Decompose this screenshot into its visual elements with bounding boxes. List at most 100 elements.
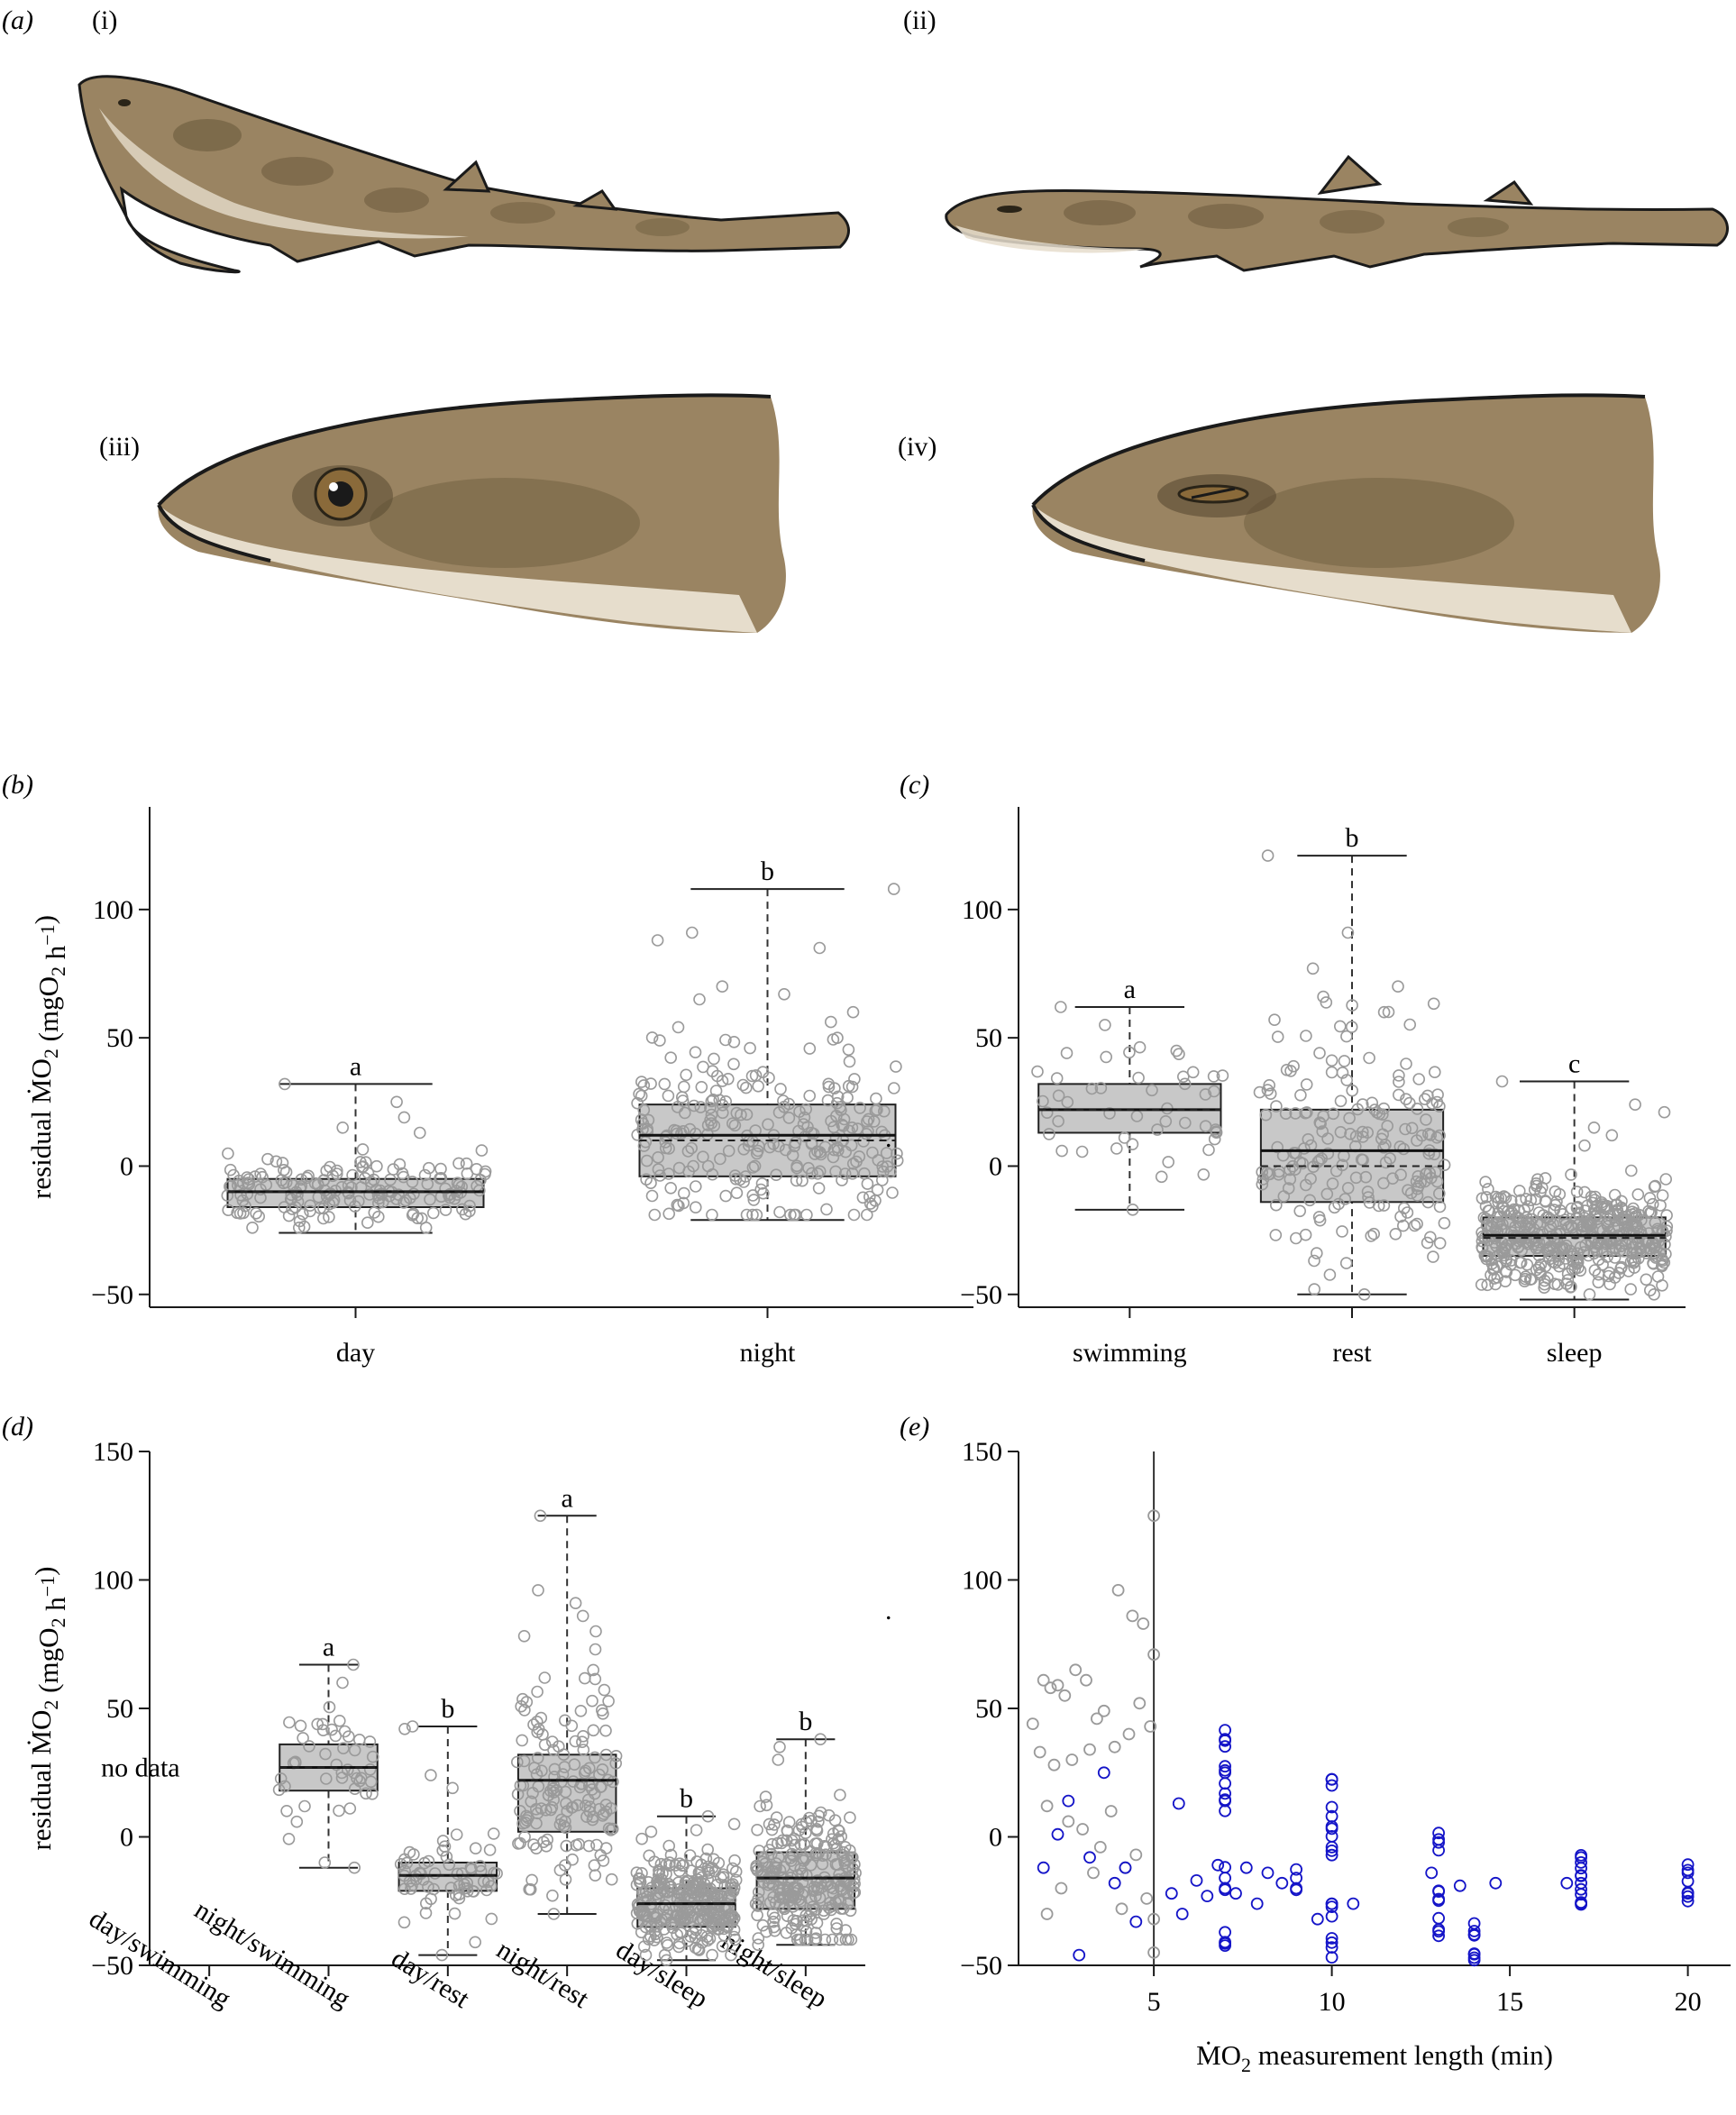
- data-point: [1346, 999, 1358, 1012]
- data-point: [294, 1182, 306, 1195]
- data-point: [1528, 1183, 1541, 1196]
- data-point: [645, 1882, 658, 1894]
- data-point: [1592, 1253, 1605, 1266]
- data-point: [484, 1880, 498, 1892]
- x-axis-label: ṀO2 measurement length (min): [1196, 2039, 1553, 2076]
- data-point: [541, 1833, 554, 1846]
- data-point: [692, 1944, 706, 1956]
- data-point: [1190, 1873, 1203, 1887]
- data-point: [1075, 1145, 1089, 1158]
- data-point: [701, 1860, 715, 1873]
- data-point: [681, 1145, 695, 1158]
- data-point: [1427, 1250, 1439, 1263]
- data-point: [727, 1058, 740, 1071]
- data-point: [354, 1156, 367, 1168]
- data-point: [716, 1099, 729, 1112]
- data-point: [866, 1200, 879, 1213]
- data-point: [1133, 1697, 1147, 1710]
- data-point: [1403, 1096, 1416, 1110]
- data-point: [1548, 1204, 1561, 1216]
- data-point: [768, 1911, 781, 1925]
- data-point: [726, 1862, 739, 1875]
- data-point: [707, 1895, 720, 1908]
- data-point: [1560, 1876, 1574, 1890]
- data-point: [1433, 1100, 1446, 1112]
- data-point: [547, 1744, 560, 1757]
- data-point: [1433, 1200, 1447, 1213]
- data-point: [1420, 1113, 1432, 1126]
- significance-letter: b: [1346, 823, 1359, 853]
- data-point: [722, 1144, 736, 1158]
- data-point: [1397, 1219, 1410, 1232]
- data-point: [1425, 1866, 1439, 1880]
- data-point: [829, 1131, 843, 1145]
- data-point: [1060, 1047, 1074, 1059]
- data-point: [710, 1878, 724, 1891]
- data-point: [695, 1081, 708, 1094]
- data-point: [1432, 1929, 1445, 1943]
- data-point: [642, 1933, 655, 1946]
- data-point: [419, 1907, 433, 1919]
- data-point: [782, 1874, 795, 1888]
- data-point: [860, 1208, 873, 1222]
- data-point: [1621, 1220, 1634, 1232]
- data-point: [1111, 1584, 1125, 1597]
- data-point: [651, 1930, 663, 1944]
- data-point: [425, 1769, 437, 1781]
- data-point: [750, 1208, 763, 1222]
- data-point: [1284, 1173, 1297, 1186]
- data-point: [675, 1888, 689, 1901]
- data-point: [648, 1934, 661, 1946]
- data-point: [746, 1161, 760, 1174]
- data-point: [1122, 1727, 1136, 1741]
- data-point: [778, 988, 790, 1001]
- data-point: [633, 1087, 645, 1101]
- data-point: [1043, 1128, 1055, 1140]
- data-point: [1572, 1208, 1585, 1221]
- data-point: [1568, 1262, 1581, 1276]
- data-point: [1083, 1743, 1096, 1756]
- data-point: [825, 1903, 837, 1917]
- data-point: [1400, 1058, 1412, 1070]
- data-point: [1126, 1204, 1139, 1216]
- data-point: [737, 1176, 750, 1188]
- data-point: [770, 1168, 782, 1181]
- data-point: [1108, 1740, 1121, 1753]
- x-tick-label: rest: [1332, 1338, 1372, 1368]
- data-point: [231, 1206, 243, 1220]
- data-point: [1165, 1887, 1178, 1900]
- data-point: [425, 1892, 437, 1906]
- data-point: [1099, 1019, 1111, 1031]
- data-point: [1514, 1220, 1527, 1233]
- y-tick-label: −50: [91, 1951, 133, 1981]
- data-point: [558, 1714, 571, 1727]
- data-point: [739, 1081, 753, 1094]
- data-point: [844, 1904, 857, 1918]
- data-point: [635, 1832, 648, 1845]
- data-point: [1044, 1681, 1057, 1695]
- data-point: [818, 1840, 831, 1853]
- data-point: [728, 1933, 742, 1946]
- data-point: [826, 1933, 839, 1946]
- data-point: [1592, 1276, 1605, 1289]
- data-point: [1219, 1740, 1231, 1753]
- data-point: [770, 1857, 783, 1870]
- data-point: [796, 1174, 809, 1187]
- data-point: [1536, 1226, 1549, 1239]
- data-point: [1393, 1088, 1405, 1102]
- data-point: [847, 1208, 861, 1222]
- data-point: [327, 1194, 341, 1206]
- data-point: [524, 1883, 537, 1896]
- data-point: [1646, 1197, 1659, 1211]
- data-point: [872, 1154, 885, 1167]
- data-point: [473, 1860, 487, 1872]
- data-point: [418, 1168, 432, 1182]
- y-tick-label: 50: [106, 1694, 133, 1724]
- data-point: [845, 1080, 859, 1094]
- data-point: [559, 1785, 572, 1799]
- data-point: [1037, 1094, 1049, 1108]
- data-point: [1656, 1279, 1668, 1292]
- data-point: [1603, 1266, 1616, 1279]
- data-point: [708, 1887, 721, 1900]
- data-point: [525, 1873, 538, 1887]
